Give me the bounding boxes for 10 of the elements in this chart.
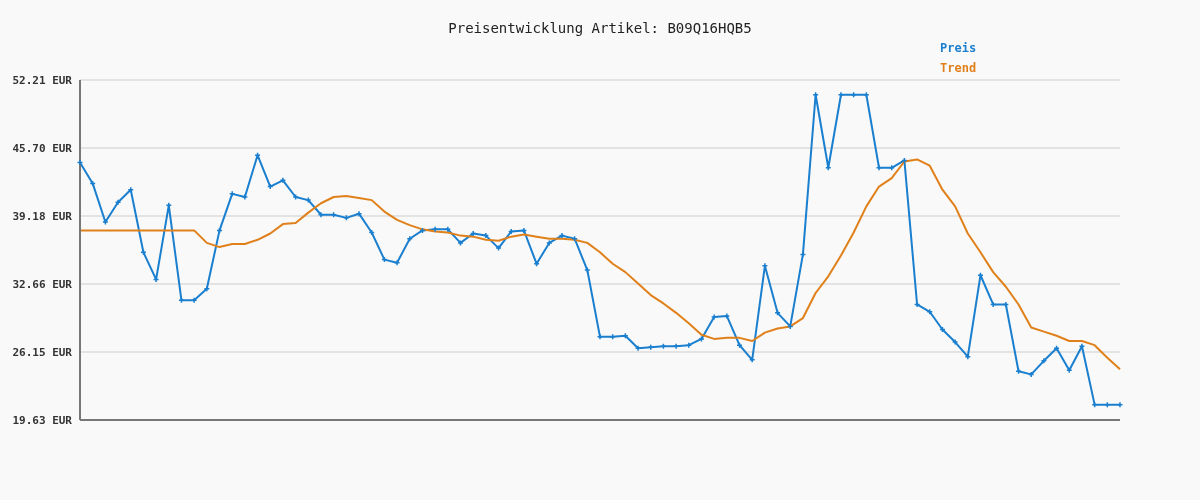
line-series — [79, 158, 1121, 371]
y-tick-label: 26.15 EUR — [12, 345, 73, 359]
chart-title: Preisentwicklung Artikel: B09Q16HQB5 — [447, 20, 753, 36]
y-tick-label: 32.66 EUR — [12, 277, 73, 291]
y-tick-label: 19.63 EUR — [12, 413, 73, 427]
text: Trend — [940, 60, 977, 77]
y-tick-label: 39.18 EUR — [12, 209, 73, 223]
text: Preis — [940, 40, 977, 57]
y-tick-label: 45.70 EUR — [12, 141, 73, 155]
y-tick-label: 52.21 EUR — [12, 73, 73, 87]
